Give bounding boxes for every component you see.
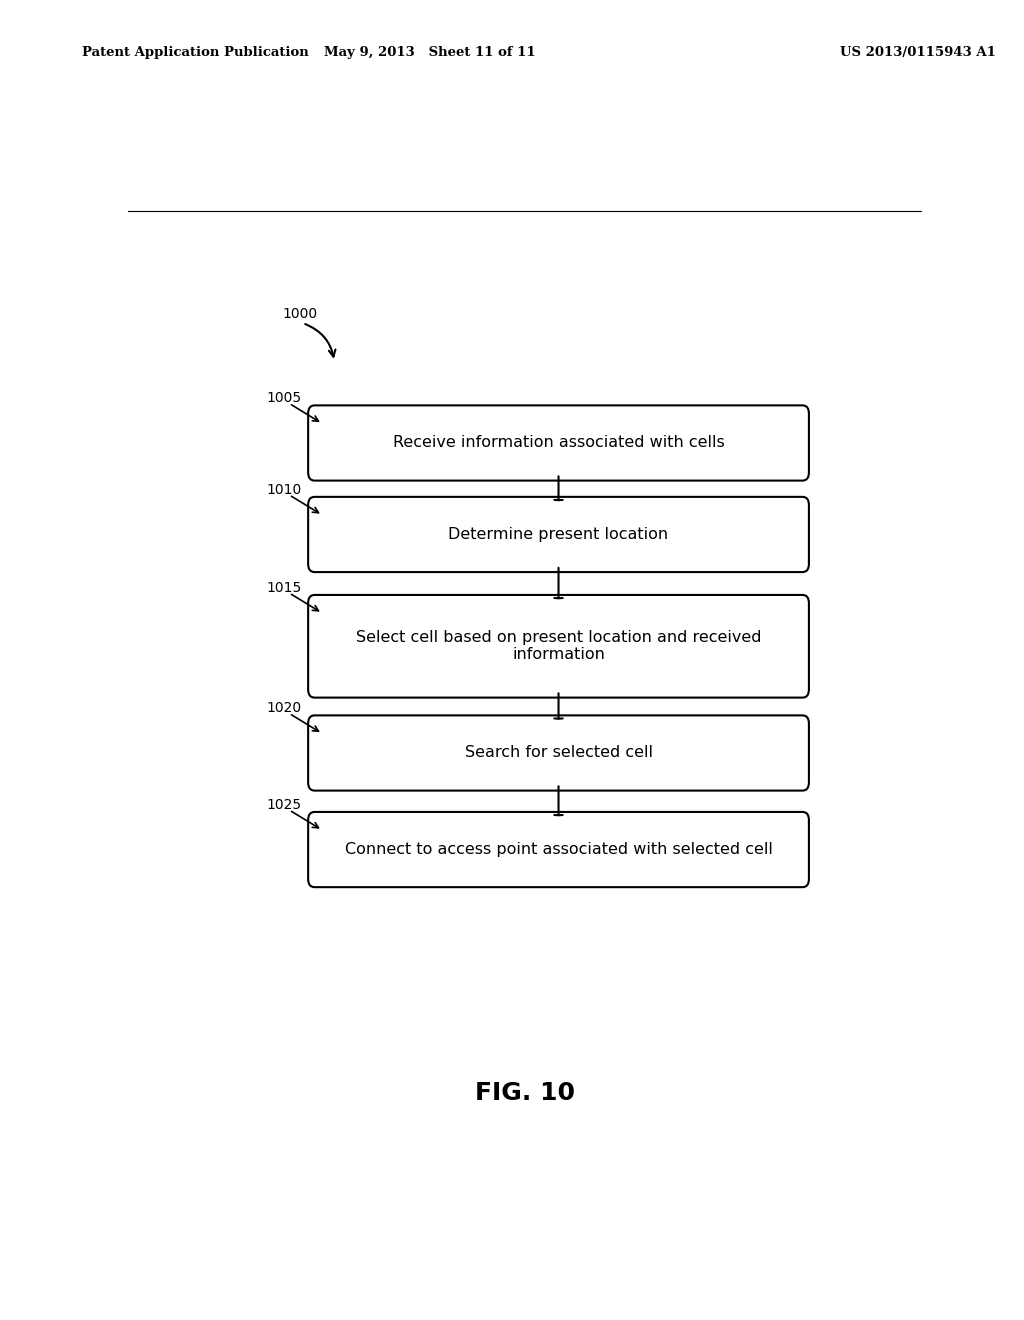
Text: Patent Application Publication: Patent Application Publication bbox=[82, 46, 308, 59]
Text: 1025: 1025 bbox=[267, 799, 302, 812]
FancyBboxPatch shape bbox=[308, 595, 809, 697]
FancyBboxPatch shape bbox=[308, 496, 809, 572]
Text: 1005: 1005 bbox=[267, 392, 302, 405]
Text: 1000: 1000 bbox=[283, 308, 317, 321]
Text: Select cell based on present location and received
information: Select cell based on present location an… bbox=[355, 630, 761, 663]
Text: May 9, 2013   Sheet 11 of 11: May 9, 2013 Sheet 11 of 11 bbox=[325, 46, 536, 59]
FancyBboxPatch shape bbox=[308, 812, 809, 887]
Text: FIG. 10: FIG. 10 bbox=[475, 1081, 574, 1105]
Text: Receive information associated with cells: Receive information associated with cell… bbox=[392, 436, 724, 450]
Text: Determine present location: Determine present location bbox=[449, 527, 669, 543]
FancyBboxPatch shape bbox=[308, 715, 809, 791]
Text: Connect to access point associated with selected cell: Connect to access point associated with … bbox=[345, 842, 772, 857]
Text: US 2013/0115943 A1: US 2013/0115943 A1 bbox=[840, 46, 995, 59]
Text: Search for selected cell: Search for selected cell bbox=[465, 746, 652, 760]
Text: 1010: 1010 bbox=[267, 483, 302, 496]
FancyBboxPatch shape bbox=[308, 405, 809, 480]
Text: 1020: 1020 bbox=[267, 701, 302, 715]
Text: 1015: 1015 bbox=[267, 581, 302, 595]
